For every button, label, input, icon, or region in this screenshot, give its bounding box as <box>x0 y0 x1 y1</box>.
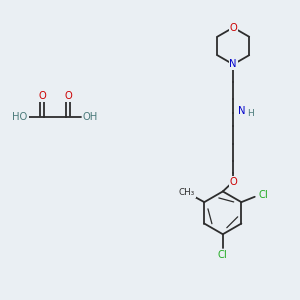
Text: O: O <box>229 22 237 32</box>
Text: Cl: Cl <box>218 250 228 260</box>
Text: N: N <box>238 106 245 116</box>
Text: Cl: Cl <box>258 190 268 200</box>
Text: O: O <box>229 177 237 187</box>
Text: CH₃: CH₃ <box>179 188 195 197</box>
Text: N: N <box>230 59 237 69</box>
Text: HO: HO <box>13 112 28 122</box>
Text: O: O <box>64 91 72 101</box>
Text: OH: OH <box>82 112 98 122</box>
Text: O: O <box>38 91 46 101</box>
Text: H: H <box>247 109 254 118</box>
